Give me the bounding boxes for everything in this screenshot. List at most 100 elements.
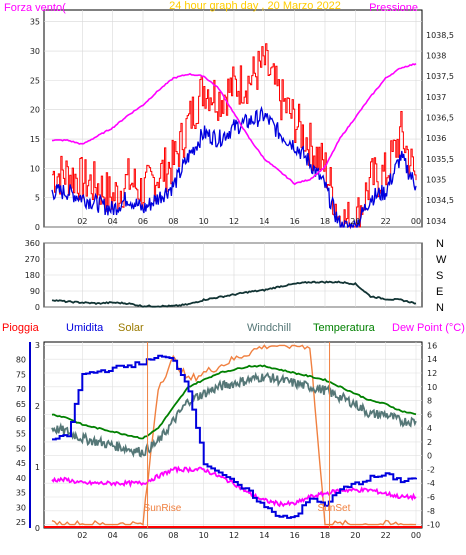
chart1-x-tick: 02	[77, 217, 87, 226]
chart3-left-tick: 40	[16, 474, 26, 483]
chart3-right-tick: 16	[427, 341, 437, 350]
chart3-right-tick: 14	[427, 355, 437, 364]
chart1-title: 24 hour graph day , 20 Marzo 2022	[169, 0, 341, 12]
chart1-x-tick: 04	[108, 217, 118, 226]
solar-line	[51, 344, 416, 526]
chart3-left-tick: 80	[16, 356, 26, 365]
chart3-right-tick: 4	[427, 424, 432, 433]
chart3-left-tick: 35	[16, 489, 26, 498]
chart1-x-tick: 14	[259, 217, 269, 226]
chart3-x-tick: 06	[138, 531, 148, 540]
chart3-right-tick: -10	[427, 521, 440, 530]
wind-direction-line	[51, 280, 417, 308]
windchill-line	[51, 371, 417, 458]
chart1-right-tick: 1037,5	[426, 72, 454, 81]
chart1-x-tick: 22	[381, 217, 391, 226]
chart3-left-tick: 45	[16, 459, 26, 468]
chart3-grid	[29, 342, 422, 528]
chart2-left-tick: 360	[25, 239, 40, 248]
chart3-legend: Pioggia Umidita Solar Windchill Temperatura D…	[2, 322, 465, 334]
temperature-line	[51, 364, 417, 440]
chart1-left-tick: 10	[30, 164, 40, 173]
chart1-plot-frame	[43, 9, 423, 228]
chart1-x-tick: 10	[199, 217, 209, 226]
legend-item: Umidita	[66, 322, 104, 334]
chart3-x-tick: 04	[108, 531, 118, 540]
chart1-x-tick: 12	[229, 217, 239, 226]
legend-item: Solar	[118, 322, 144, 334]
chart3-annotations: SunRise SunSet	[144, 342, 351, 528]
sunrise-label: SunRise	[144, 503, 182, 514]
legend-item: Windchill	[247, 322, 291, 334]
chart3-x-tick: 20	[350, 531, 360, 540]
chart2-left-tick: 270	[25, 255, 40, 264]
chart3-x-tick: 16	[290, 531, 300, 540]
chart1-right-tick: 1037	[426, 93, 446, 102]
chart3-right-tick: 6	[427, 410, 432, 419]
chart1-right-tick: 1038	[426, 51, 446, 60]
compass-label: E	[436, 286, 443, 298]
chart3-x-tick: 10	[199, 531, 209, 540]
legend-item: Dew Point (°C)	[392, 322, 465, 334]
legend-item: Temperatura	[313, 322, 376, 334]
compass-label: S	[436, 270, 443, 282]
chart3-left-tick: 75	[16, 370, 26, 379]
chart3-x-tick: 02	[77, 531, 87, 540]
chart1-right-tick: 1038,5	[426, 31, 454, 40]
chart2-series	[51, 280, 417, 308]
chart2-left-tick: 0	[35, 303, 40, 312]
rain-tick: 3	[35, 341, 40, 350]
chart3-right-tick: 10	[427, 383, 437, 392]
chart3-right-tick: 2	[427, 438, 432, 447]
chart1-right-tick: 1036,5	[426, 113, 454, 122]
chart1-left-tick: 35	[30, 18, 40, 27]
chart1-x-tick: 20	[350, 217, 360, 226]
chart1-x-tick: 06	[138, 217, 148, 226]
chart3-right-tick: -4	[427, 479, 435, 488]
chart1-right-tick: 1035	[426, 175, 446, 184]
chart3-left-tick: 25	[16, 518, 26, 527]
chart3-x-tick: 12	[229, 531, 239, 540]
chart1-right-tick: 1036	[426, 134, 446, 143]
chart1-right-axis-label: Pressione	[369, 2, 418, 14]
chart3-left-tick: 60	[16, 415, 26, 424]
rain-tick: 0	[35, 524, 40, 533]
legend-item: Pioggia	[2, 322, 40, 334]
chart1-left-tick: 25	[30, 76, 40, 85]
chart3-x-tick: 18	[320, 531, 330, 540]
chart1-right-tick: 1035,5	[426, 155, 454, 164]
compass-label: N	[436, 238, 444, 250]
chart3-right-tick: 8	[427, 397, 432, 406]
chart1-series	[51, 43, 417, 230]
chart3-left-tick: 65	[16, 400, 26, 409]
chart2-grid	[44, 242, 422, 308]
chart3-x-tick: 08	[168, 531, 178, 540]
chart3-x-tick: 14	[259, 531, 269, 540]
chart3-x-tick: 22	[381, 531, 391, 540]
sunset-label: SunSet	[318, 503, 351, 514]
pressure-line	[51, 63, 417, 186]
humidity-line	[52, 354, 417, 519]
chart2-left-tick: 90	[30, 287, 40, 296]
chart2-left-tick: 180	[25, 271, 40, 280]
chart1-left-tick: 0	[35, 223, 40, 232]
wind-speed-line	[51, 105, 417, 230]
chart3-left-tick: 50	[16, 444, 26, 453]
chart3-right-tick: -2	[427, 465, 435, 474]
chart1-x-tick: 00	[411, 217, 421, 226]
chart3-tick-labels: 2530354045505560657075800123-10-8-6-4-20…	[16, 341, 440, 540]
chart1-x-tick: 18	[320, 217, 330, 226]
chart3-right-tick: 0	[427, 452, 432, 461]
chart1-right-tick: 1034,5	[426, 196, 454, 205]
wind-pressure-chart: 0 5 10 15 20 25 30 35 1034 1034,5 1035 1035,5 1036 10…	[0, 0, 466, 235]
chart3-left-tick: 30	[16, 503, 26, 512]
chart3-left-tick: 55	[16, 430, 26, 439]
chart1-left-tick: 30	[30, 47, 40, 56]
rain-tick: 2	[35, 402, 40, 411]
chart3-series	[44, 344, 422, 528]
compass-label: W	[436, 254, 447, 266]
temperature-humidity-chart: Pioggia Umidita Solar Windchill Temperatura D…	[2, 322, 465, 540]
chart3-right-tick: -6	[427, 493, 435, 502]
